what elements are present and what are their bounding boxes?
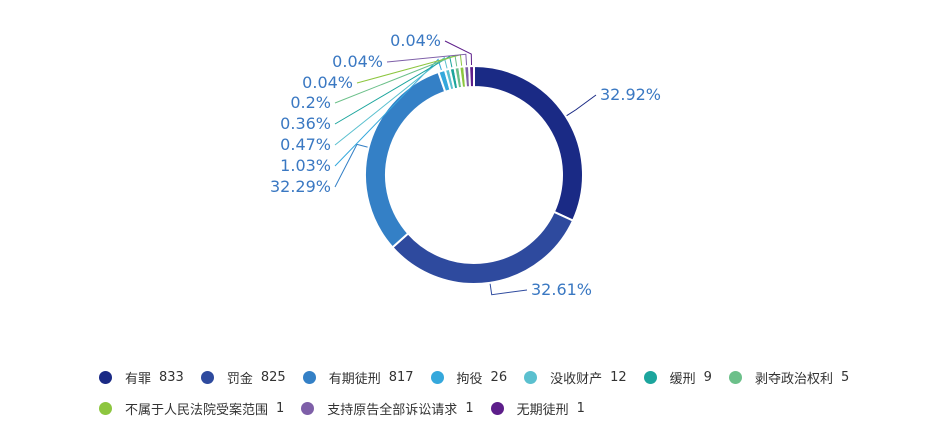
legend-dot-icon: [524, 370, 538, 384]
label-leader-line: [566, 94, 597, 117]
percent-label: 0.47%: [280, 135, 331, 154]
legend-dot-icon: [99, 370, 112, 384]
legend-value: 825: [260, 369, 286, 385]
legend-label: 没收财产: [550, 371, 603, 387]
legend-value: 1: [276, 400, 285, 416]
legend-dot-icon: [643, 370, 657, 384]
legend-value: 12: [610, 369, 627, 385]
legend-dot-icon: [99, 401, 112, 415]
percent-label: 0.04%: [332, 52, 383, 71]
label-leader-line: [386, 53, 468, 66]
legend-dot-icon: [728, 370, 742, 384]
legend-item[interactable]: 拘役 26: [430, 368, 508, 387]
label-leader-line: [334, 58, 442, 167]
label-leader-line: [444, 40, 473, 66]
percent-label: 32.29%: [270, 177, 331, 196]
percent-label: 0.04%: [390, 31, 441, 50]
legend-label: 有期徒刑: [328, 371, 381, 387]
legend: 有罪 833 罚金 825 有期徒刑 817 拘役 26 没收财产 12 缓刑 9 剥夺政治权利 5 不属…: [99, 367, 919, 429]
percent-label: 32.92%: [600, 85, 661, 104]
legend-dot-icon: [200, 370, 214, 384]
label-leader-line: [334, 143, 368, 188]
label-leader-line: [334, 56, 448, 146]
legend-label: 支持原告全部诉讼请求: [327, 402, 458, 418]
legend-value: 9: [703, 369, 712, 385]
legend-label: 无期徒刑: [516, 402, 569, 418]
percent-label: 32.61%: [531, 280, 592, 299]
percent-label: 0.36%: [280, 114, 331, 133]
percent-label: 0.04%: [302, 73, 353, 92]
legend-row: 不属于人民法院受案范围 1 支持原告全部诉讼请求 1 无期徒刑 1: [99, 398, 919, 418]
legend-value: 5: [840, 369, 850, 385]
donut-slice[interactable]: [468, 64, 475, 89]
donut-slice[interactable]: [391, 210, 575, 285]
legend-dot-icon: [302, 370, 316, 384]
legend-item[interactable]: 剥夺政治权利 5: [728, 368, 850, 387]
legend-item[interactable]: 缓刑 9: [643, 368, 712, 387]
legend-item[interactable]: 有罪 833: [99, 368, 184, 387]
donut-slice[interactable]: [473, 64, 584, 222]
label-leader-line: [489, 283, 528, 296]
legend-label: 剥夺政治权利: [754, 371, 833, 387]
percent-label: 0.2%: [290, 93, 331, 112]
legend-dot-icon: [490, 401, 504, 415]
legend-item[interactable]: 不属于人民法院受案范围 1: [99, 399, 284, 418]
legend-item[interactable]: 支持原告全部诉讼请求 1: [301, 399, 474, 418]
legend-item[interactable]: 无期徒刑 1: [490, 399, 585, 418]
legend-item[interactable]: 没收财产 12: [524, 368, 627, 387]
legend-label: 拘役: [456, 371, 483, 387]
label-leader-line: [334, 55, 453, 125]
legend-item[interactable]: 罚金 825: [200, 368, 286, 387]
legend-value: 26: [490, 369, 508, 385]
legend-label: 缓刑: [669, 371, 696, 387]
legend-dot-icon: [301, 401, 315, 415]
donut-slice[interactable]: [364, 70, 447, 249]
legend-row: 有罪 833 罚金 825 有期徒刑 817 拘役 26 没收财产 12 缓刑 9 剥夺政治权利 5: [99, 367, 919, 387]
legend-dot-icon: [430, 370, 444, 384]
percent-label: 1.03%: [280, 156, 331, 175]
legend-label: 不属于人民法院受案范围: [125, 402, 269, 418]
legend-label: 有罪: [125, 371, 152, 387]
legend-value: 817: [388, 369, 414, 385]
legend-value: 1: [576, 400, 585, 416]
legend-value: 1: [465, 400, 474, 416]
legend-label: 罚金: [226, 371, 253, 387]
legend-item[interactable]: 有期徒刑 817: [302, 368, 414, 387]
legend-value: 833: [159, 369, 184, 385]
